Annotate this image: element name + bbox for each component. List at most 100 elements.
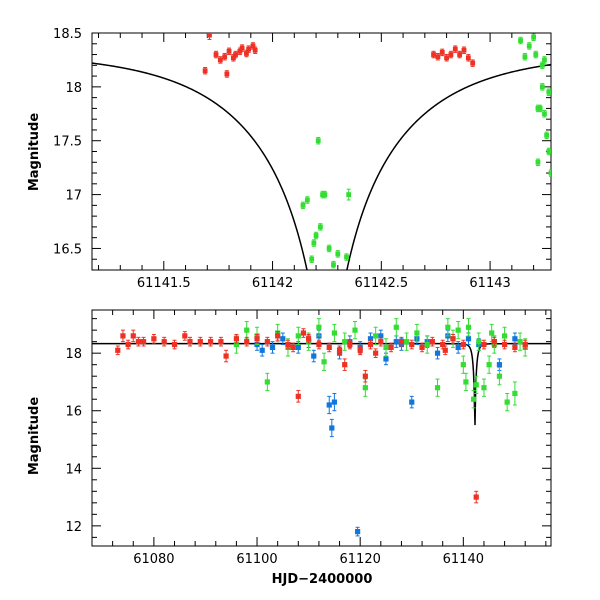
y-tick-label: 17 — [65, 189, 82, 204]
data-point — [496, 373, 503, 379]
data-point — [237, 48, 243, 54]
data-point — [326, 402, 332, 408]
plot-area — [92, 318, 551, 537]
data-point — [473, 382, 479, 388]
data-point — [473, 494, 479, 500]
data-point — [171, 341, 178, 348]
data-point — [313, 233, 319, 238]
data-point — [512, 390, 518, 397]
data-point — [457, 52, 463, 57]
data-point — [335, 251, 341, 257]
data-point — [481, 385, 487, 391]
data-point — [440, 341, 446, 348]
data-point — [518, 38, 523, 43]
data-point — [295, 333, 301, 339]
data-point — [140, 339, 147, 345]
series-blue — [254, 329, 518, 537]
data-point — [316, 341, 322, 348]
data-point — [531, 34, 536, 40]
data-point — [346, 192, 352, 197]
data-point — [517, 339, 523, 345]
data-point — [264, 379, 270, 385]
data-point — [161, 339, 167, 345]
bottom-y-axis-title: Magnitude — [27, 397, 42, 476]
data-point — [539, 62, 545, 68]
x-tick-label: 61120 — [340, 552, 381, 567]
data-point — [254, 336, 260, 342]
data-point — [463, 379, 469, 385]
data-point — [496, 362, 503, 368]
data-point — [383, 356, 389, 362]
data-point — [182, 333, 188, 339]
data-point — [419, 344, 425, 351]
y-tick-label: 18.5 — [53, 27, 82, 42]
data-point — [512, 344, 518, 351]
data-point — [373, 333, 379, 339]
data-point — [202, 68, 208, 74]
data-point — [197, 339, 203, 345]
data-point — [476, 339, 482, 345]
x-tick-label: 61142.5 — [354, 276, 408, 291]
data-point — [542, 111, 547, 117]
data-point — [544, 132, 550, 138]
data-point — [455, 327, 461, 333]
data-point — [435, 54, 441, 60]
data-point — [218, 339, 224, 345]
bottom-x-axis-title: HJD−2400000 — [272, 572, 373, 587]
data-point — [329, 425, 335, 431]
data-point — [388, 344, 394, 351]
y-tick-label: 17.5 — [53, 135, 82, 150]
series-red — [115, 328, 528, 504]
plot-frame — [91, 32, 552, 271]
data-point — [444, 55, 449, 61]
y-tick-label: 18 — [65, 347, 82, 362]
model-curve — [92, 62, 551, 270]
plot-area — [92, 33, 551, 270]
data-point — [452, 46, 458, 52]
full-lightcurve-panel: 61080 61100 61120 61140 12 14 16 18 — [65, 309, 552, 567]
data-point — [439, 49, 445, 55]
data-point — [326, 246, 332, 251]
data-point — [393, 324, 399, 330]
data-point — [448, 52, 454, 57]
data-point — [244, 51, 249, 56]
data-point — [250, 43, 256, 49]
data-point — [460, 341, 466, 348]
x-tick-label: 61140 — [443, 552, 484, 567]
series-green — [300, 33, 551, 269]
data-point — [409, 399, 415, 405]
data-point — [431, 52, 436, 57]
data-point — [226, 48, 232, 54]
data-point — [208, 339, 214, 345]
x-tick-label: 61142 — [252, 276, 293, 291]
data-point — [434, 385, 441, 391]
data-point — [486, 362, 492, 368]
data-point — [244, 339, 250, 345]
data-point — [355, 529, 361, 535]
data-point — [470, 60, 476, 66]
data-point — [347, 341, 353, 348]
data-point — [481, 341, 487, 348]
data-point — [151, 336, 157, 342]
data-point — [489, 330, 495, 336]
data-point — [233, 52, 238, 57]
data-point — [120, 333, 126, 339]
data-point — [290, 344, 296, 351]
data-point — [115, 347, 121, 353]
data-point — [465, 324, 472, 330]
data-point — [383, 344, 389, 351]
data-point — [460, 362, 466, 368]
data-point — [252, 47, 258, 53]
data-point — [352, 327, 358, 333]
data-point — [409, 341, 415, 348]
data-point — [398, 339, 405, 345]
y-tick-label: 12 — [65, 520, 82, 535]
data-point — [318, 224, 323, 230]
data-point — [491, 339, 497, 345]
x-tick-label: 61143 — [469, 276, 510, 291]
data-point — [501, 333, 508, 339]
data-point — [535, 106, 541, 111]
data-point — [403, 339, 410, 345]
data-point — [315, 138, 321, 144]
